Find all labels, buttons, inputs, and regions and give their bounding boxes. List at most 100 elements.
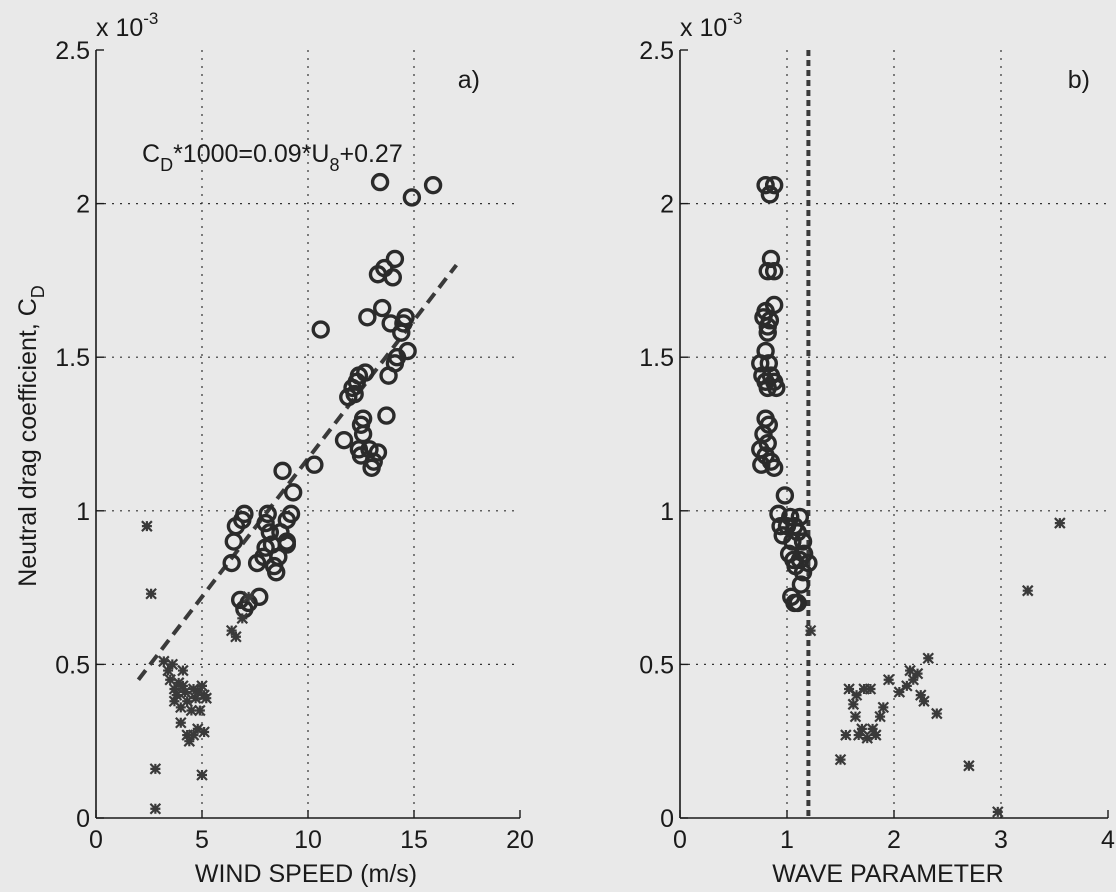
panel-a-star-point [166, 658, 179, 671]
panel-a-circle-point [396, 308, 415, 327]
panel-a-circle-point [385, 249, 405, 269]
panel-a-circle-point [235, 504, 254, 524]
panel-b-circle-point [790, 507, 810, 527]
panel-a-circle-point [383, 268, 402, 287]
y-axis-title-sub: D [28, 285, 48, 298]
panel-b-x-tick-label: 4 [1101, 826, 1115, 854]
panel-a-star-point [194, 704, 206, 717]
panel-b-star-point [877, 701, 890, 714]
panel-a-circle-point [273, 461, 292, 481]
panel-a-circle-point [402, 188, 422, 207]
panel-a-x-tick-label: 10 [294, 826, 322, 854]
y-axis-title-main: Neutral drag coefficient, C [14, 298, 42, 587]
panel-a-star-point [181, 729, 193, 741]
panel-a-circle-point [269, 547, 288, 567]
panel-b-circle-point [756, 341, 775, 361]
panel-a-circle-point [260, 523, 280, 542]
panel-b-star-point [963, 759, 975, 772]
panel-b-star-point [834, 753, 847, 766]
panel-b-y-tick-label: 2.5 [639, 37, 674, 65]
panel-a-circle-point [277, 535, 296, 554]
panel-b-x-axis-title: WAVE PARAMETER [772, 860, 1004, 888]
panel-a-label: a) [458, 66, 480, 94]
panel-a-star-point [168, 683, 181, 695]
panel-b-star-point [870, 729, 882, 741]
panel-a-circle-point [398, 341, 417, 361]
panel-b-circle-point [775, 486, 795, 505]
panel-a-star-point [175, 701, 187, 714]
panel-a-star-point [196, 769, 208, 781]
panel-b-y-tick-label: 1.5 [639, 344, 674, 372]
panel-a-star-point [189, 692, 202, 704]
panel-a-y-tick-label: 2 [76, 191, 90, 219]
panel-b-star-point [1054, 517, 1066, 529]
panel-a-star-point [242, 591, 255, 603]
panel-b-circle-point [760, 311, 780, 330]
panel-a-circle-point [334, 430, 354, 450]
panel-b-label: b) [1068, 66, 1090, 94]
panel-a-star-point [236, 612, 249, 625]
panel-a-star-point [181, 695, 193, 708]
panel-b-circle-point [752, 455, 771, 474]
panel-b-star-point [849, 710, 862, 723]
panel-b-star-point [864, 683, 877, 695]
panel-b-circle-point [791, 575, 811, 594]
panel-a-star-point [179, 686, 191, 698]
panel-b-circle-point [794, 544, 814, 564]
panel-a-circle-point [345, 384, 364, 404]
panel-b-y-multiplier-exp: -3 [727, 9, 742, 28]
panel-b-x-tick-label: 1 [780, 826, 794, 854]
panel-b-circle-point [781, 507, 800, 527]
panel-a-circle-point [377, 406, 396, 425]
panel-a-star-point [175, 716, 187, 729]
panel-a-star-point [191, 686, 204, 698]
panel-b-star-point [856, 723, 868, 735]
panel-a-circle-point [353, 424, 373, 444]
panel-b-circle-point [793, 532, 813, 551]
panel-a-circle-point [373, 298, 392, 318]
panel-a-star-point [149, 803, 162, 815]
panel-b-star-point [847, 698, 860, 711]
panel-b-circle-point [758, 323, 777, 342]
panel-a-circle-point [224, 532, 244, 551]
panel-a-circle-point [283, 483, 303, 502]
panel-b-star-point [840, 729, 852, 741]
panel-a-x-tick-label: 15 [400, 826, 428, 854]
panel-b-circle-point [758, 261, 777, 281]
panel-a-circle-point [423, 175, 443, 195]
panel-a-star-point [162, 664, 174, 677]
fit-equation-sub-8: 8 [329, 155, 339, 175]
panel-a-y-multiplier: x 10-3 [96, 9, 158, 42]
panel-a-star-point [170, 689, 183, 701]
panel-a-circle-point [258, 504, 277, 524]
panel-b-star-point [861, 732, 874, 744]
panel-a-star-point [185, 704, 198, 717]
panel-a-circle-point [222, 553, 241, 573]
panel-b-star-point [922, 652, 935, 665]
panel-a-circle-point [370, 172, 390, 192]
panel-b-circle-point [793, 563, 813, 582]
panel-a-star-point [149, 763, 162, 775]
panel-a-x-tick-label: 20 [506, 826, 534, 854]
panel-b-circle-point [760, 185, 780, 204]
panel-b-circle-point [761, 249, 781, 269]
panel-b-circle-point [799, 553, 818, 573]
fit-equation-sub-d: D [160, 155, 173, 175]
fit-equation: CD*1000=0.09*U8+0.27 [142, 140, 403, 175]
panel-b-star-point [901, 680, 913, 692]
panel-b-circle-point [788, 593, 807, 613]
y-axis-title: Neutral drag coefficient, CD [14, 285, 48, 587]
panel-b-star-point [866, 723, 879, 735]
panel-a-circle-point [364, 452, 383, 471]
panel-b-star-point [931, 707, 943, 720]
panel-a-fit-line [136, 263, 458, 681]
panel-a-circle-point [381, 314, 400, 333]
panel-b-star-point [904, 664, 916, 677]
panel-b-star-point [914, 689, 927, 701]
panel-b-circle-point [758, 378, 777, 398]
panel-b-star-point [843, 683, 855, 695]
panel-a-plot: 0 5 10 15 20 0 0.5 1 1.5 2 2.5 [55, 37, 534, 854]
panel-b-circle-point [764, 261, 784, 281]
panel-a-star-point [230, 630, 242, 643]
panel-b-y-tick-label: 0.5 [639, 651, 674, 679]
